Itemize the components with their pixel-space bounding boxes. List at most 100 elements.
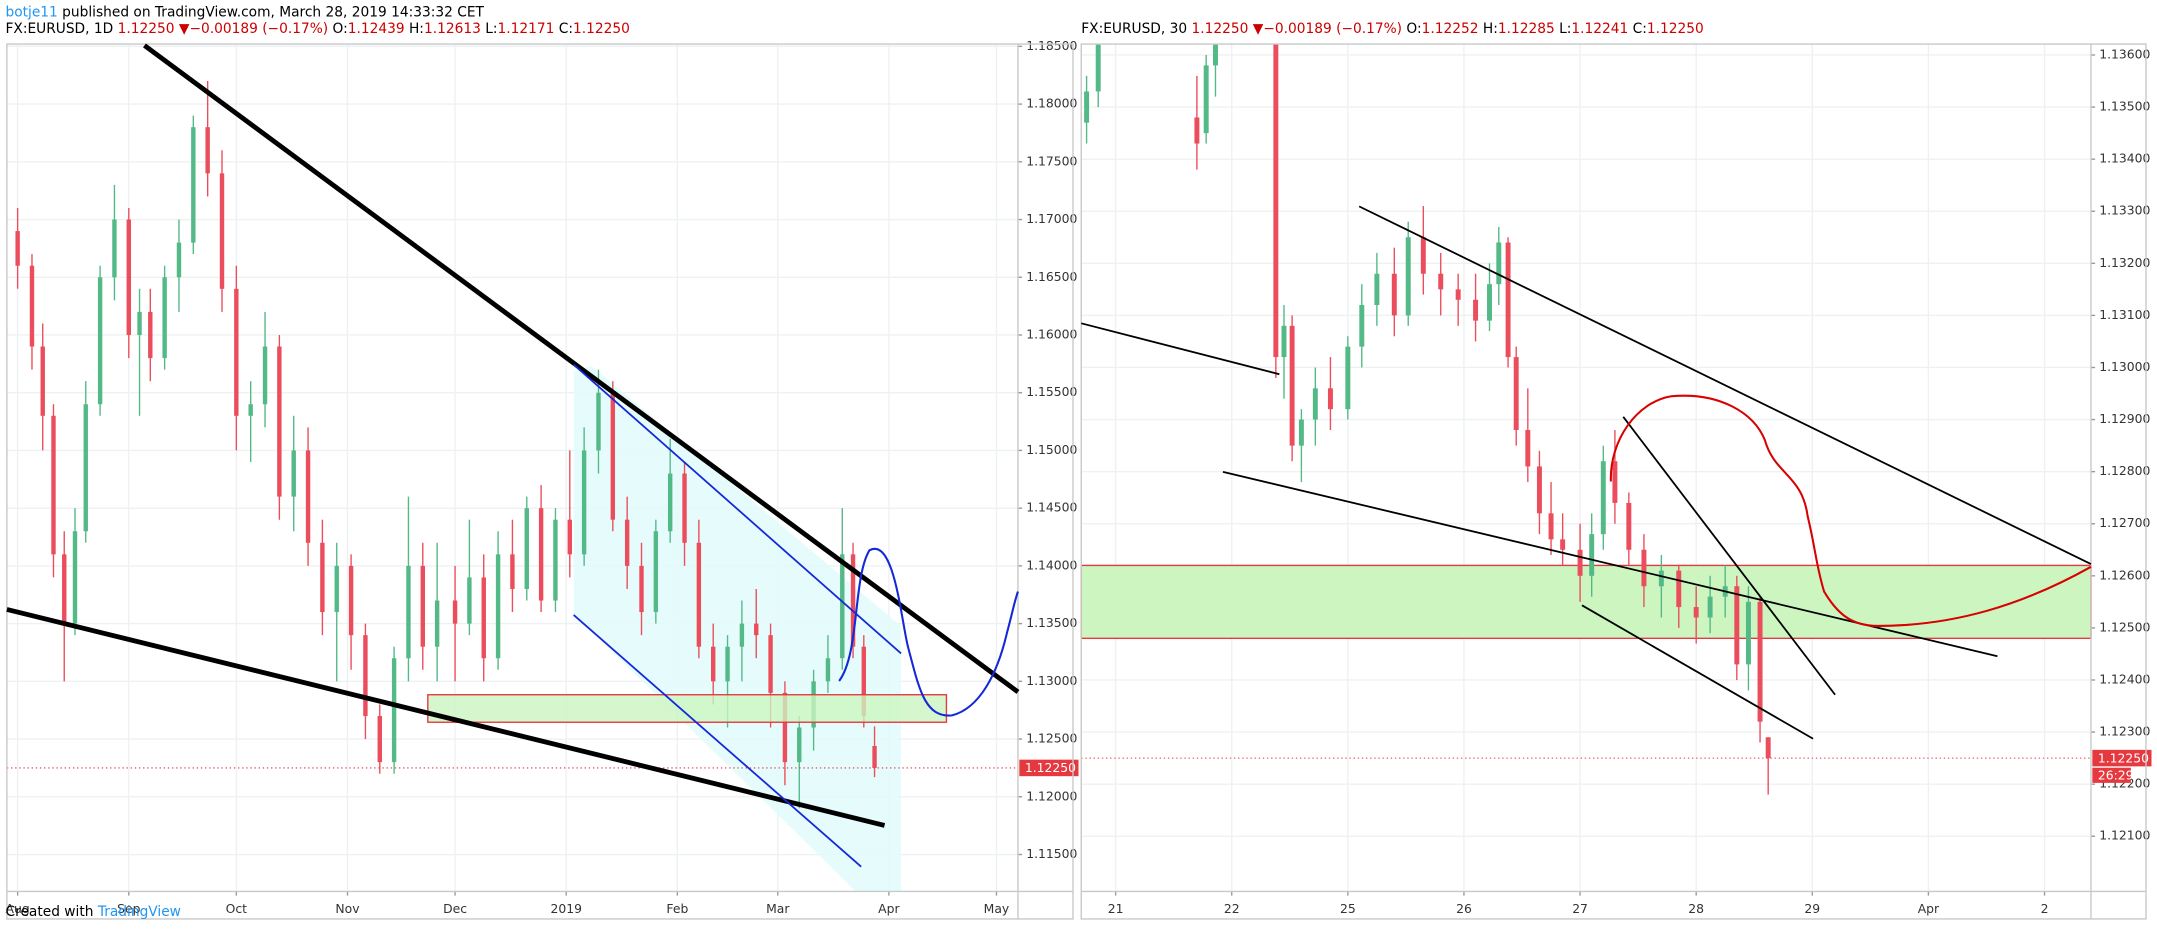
change: −0.00189 (−0.17%): [189, 21, 328, 37]
author[interactable]: botje11: [6, 4, 58, 20]
candle-body: [112, 219, 117, 278]
channel-line: [573, 363, 902, 655]
candles: [15, 80, 877, 809]
candle-body: [639, 565, 644, 613]
candle-body: [682, 473, 687, 543]
y-tick-label: 1.12500: [2099, 620, 2150, 634]
candle-body: [1577, 549, 1583, 576]
candle-body: [872, 745, 877, 768]
y-tick-label: 1.17500: [1026, 154, 1077, 168]
candle-body: [1281, 325, 1287, 358]
candle-body: [1600, 461, 1606, 535]
chart-headers: FX:EURUSD, 1D 1.12250 ▼−0.00189 (−0.17%)…: [6, 21, 1704, 37]
candle-body: [1405, 237, 1411, 316]
countdown-tag: [2092, 767, 2131, 783]
y-tick-label: 1.12900: [2099, 412, 2150, 426]
ohlc-label: L:: [485, 21, 497, 37]
x-tick-label: 29: [1804, 902, 1820, 916]
y-tick-label: 1.13100: [2099, 308, 2150, 322]
candle-body: [248, 404, 253, 416]
last: 1.12250: [118, 21, 175, 37]
price-tag-label: 1.12250: [1025, 761, 1076, 775]
ohlc-value: 1.12241: [1571, 21, 1628, 37]
x-tick-label: Nov: [335, 902, 359, 916]
y-tick-label: 1.13500: [2099, 100, 2150, 114]
candle-body: [1548, 513, 1554, 540]
candle-body: [320, 542, 325, 613]
candle-body: [754, 623, 759, 636]
x-tick-label: 2: [2041, 902, 2049, 916]
x-tick-label: Apr: [1918, 902, 1940, 916]
candle-body: [1194, 117, 1200, 144]
y-tick-label: 1.13000: [1026, 674, 1077, 688]
trend-line: [1622, 416, 1836, 696]
trend-line: [1081, 322, 1280, 376]
y-tick-label: 1.13200: [2099, 256, 2150, 270]
candle-body: [1345, 346, 1351, 410]
ohlc-value: 1.12250: [1647, 21, 1704, 37]
candle-body: [1496, 242, 1502, 285]
candle-body: [510, 554, 515, 589]
candle-body: [452, 600, 458, 624]
x-tick-label: 25: [1340, 902, 1356, 916]
drawings-right: [1080, 564, 2092, 640]
candle-body: [262, 346, 268, 405]
ohlc-value: 1.12613: [424, 21, 481, 37]
candle-body: [83, 404, 88, 532]
candle-body: [1536, 466, 1542, 514]
y-tick-label: 1.13400: [2099, 152, 2150, 166]
x-tick-label: Aug: [6, 902, 30, 916]
footer-brand[interactable]: TradingView: [97, 904, 181, 920]
price-tag-label: 1.12250: [2098, 751, 2149, 765]
candle-body: [1455, 289, 1461, 300]
countdown: 26:29: [2098, 768, 2134, 782]
candle-body: [391, 658, 397, 763]
support-zone: [427, 694, 948, 723]
candle-body: [1084, 91, 1090, 123]
candle-body: [1473, 299, 1479, 321]
plot-frame: [1080, 43, 2147, 920]
candle-body: [711, 646, 716, 682]
x-tick-label: May: [984, 902, 1010, 916]
candle-body: [581, 450, 587, 555]
y-tick-label: 1.12800: [2099, 464, 2150, 478]
candle-body: [15, 231, 20, 266]
y-tick-label: 1.12300: [2099, 725, 2150, 739]
candle-body: [434, 600, 440, 647]
ohlc-value: 1.12439: [348, 21, 405, 37]
ohlc-value: 1.12285: [1498, 21, 1555, 37]
candle-body: [1420, 237, 1426, 274]
candle-body: [1505, 242, 1511, 358]
candle-body: [467, 577, 472, 624]
projection-curve: [838, 547, 1019, 717]
candle-body: [610, 392, 616, 520]
candle-body: [176, 242, 182, 278]
x-tick-label: Dec: [443, 902, 467, 916]
x-tick-label: 27: [1572, 902, 1588, 916]
candle-body: [1626, 502, 1632, 550]
candle-body: [40, 346, 45, 416]
candle-body: [1327, 388, 1333, 410]
candle-body: [1374, 273, 1380, 305]
candle-body: [420, 565, 425, 647]
candle-body: [1312, 388, 1318, 420]
candle-body: [861, 646, 866, 716]
candle-body: [1213, 44, 1218, 66]
candle-body: [1273, 44, 1279, 358]
support-zone: [1080, 564, 2092, 640]
x-tick-label: Oct: [226, 902, 248, 916]
candle-body: [51, 415, 56, 555]
symbol: FX:EURUSD, 30: [1081, 21, 1187, 37]
candle-body: [1757, 601, 1763, 722]
candle-body: [1359, 304, 1365, 347]
candle-body: [162, 277, 167, 359]
y-tick-label: 1.16500: [1026, 270, 1077, 284]
direction: ▼: [1253, 21, 1264, 37]
y-tick-label: 1.12400: [2099, 672, 2150, 686]
candle-body: [1391, 273, 1397, 316]
candle-body: [1487, 284, 1492, 321]
candle-body: [538, 508, 544, 601]
price-tag: [1019, 759, 1079, 777]
trend-line: [143, 43, 1020, 694]
candle-body: [97, 277, 103, 405]
